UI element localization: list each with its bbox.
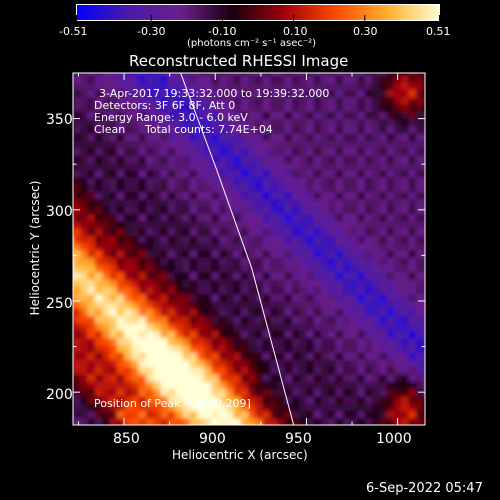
colorbar <box>76 4 440 21</box>
x-tick-label: 950 <box>285 431 312 447</box>
colorbar-tick-label: 0.51 <box>426 25 451 38</box>
energy-range-annotation: Energy Range: 3.0 - 6.0 keV <box>94 111 248 124</box>
y-tick-label: 250 <box>46 296 73 312</box>
solar-limb-line <box>180 73 295 425</box>
total-counts-annotation: Total counts: 7.74E+04 <box>145 123 273 136</box>
colorbar-tick-label: -0.51 <box>59 25 88 38</box>
heatmap-image <box>73 73 425 425</box>
detectors-annotation: Detectors: 3F 6F 8F, Att 0 <box>94 99 236 112</box>
x-axis-label: Heliocentric X (arcsec) <box>172 448 308 462</box>
colorbar-tick-label: 0.10 <box>283 25 308 38</box>
colorbar-units: (photons cm⁻² s⁻¹ asec⁻²) <box>187 38 317 49</box>
colorbar-tick-label: 0.30 <box>353 25 378 38</box>
y-tick-label: 300 <box>46 204 73 220</box>
x-tick-label: 850 <box>113 431 140 447</box>
chart-title: Reconstructed RHESSI Image <box>129 52 349 70</box>
colorbar-frame <box>76 4 440 21</box>
x-tick-label: 900 <box>199 431 226 447</box>
y-tick-label: 350 <box>46 112 73 128</box>
algorithm-annotation: Clean <box>94 123 126 136</box>
time-range-annotation: 3-Apr-2017 19:33:32.000 to 19:39:32.000 <box>99 87 330 100</box>
peak-position-label: Position of Peak = [880,209] <box>94 397 251 410</box>
plot-frame <box>72 72 426 426</box>
y-axis-label: Heliocentric Y (arcsec) <box>28 180 42 316</box>
colorbar-tick-label: -0.10 <box>208 25 237 38</box>
x-tick-label: 1000 <box>376 431 412 447</box>
axis-ticks <box>73 72 425 425</box>
colorbar-tick-label: -0.30 <box>137 25 166 38</box>
footer-timestamp: 6-Sep-2022 05:47 <box>366 481 483 496</box>
y-tick-label: 200 <box>46 387 73 403</box>
